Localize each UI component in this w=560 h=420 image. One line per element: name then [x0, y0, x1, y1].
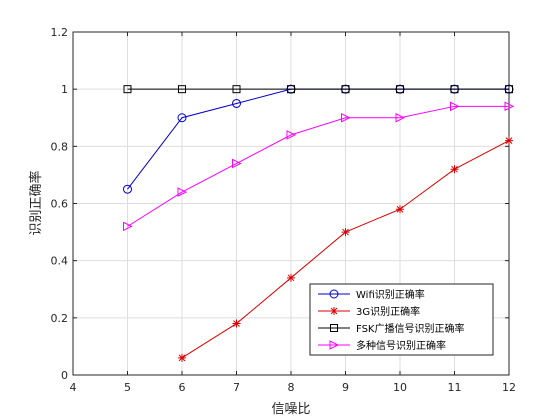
data-point [232, 319, 241, 328]
series-line [127, 88, 509, 190]
legend-label: 3G识别正确率 [356, 305, 420, 318]
data-point [341, 112, 351, 123]
data-point [177, 187, 188, 197]
data-point [232, 158, 242, 169]
data-point [396, 85, 404, 94]
data-point [505, 85, 513, 94]
x-axis-label: 信噪比 [271, 402, 310, 417]
data-point [177, 113, 187, 123]
legend-box [309, 283, 494, 356]
y-tick-label: 0.6 [51, 198, 69, 211]
data-point [396, 205, 404, 214]
data-point [450, 165, 459, 174]
y-tick-label: 0.2 [51, 312, 69, 325]
y-tick-label: 0 [61, 369, 68, 382]
x-tick-label: 5 [124, 381, 131, 394]
x-tick-label: 6 [179, 381, 186, 394]
x-tick-label: 11 [448, 381, 462, 394]
data-point [450, 101, 460, 112]
data-point [330, 307, 338, 315]
legend-item: 3G识别正确率 [318, 305, 420, 318]
legend-label: FSK广播信号识别正确率 [356, 322, 464, 335]
series-3 [123, 85, 513, 94]
data-point [232, 85, 241, 94]
y-tick-label: 0.8 [51, 140, 69, 153]
x-tick-label: 12 [502, 381, 516, 394]
series-layer [123, 84, 515, 362]
data-point [287, 85, 295, 94]
data-point [286, 130, 297, 140]
legend-label: Wifi识别正确率 [356, 288, 425, 301]
y-tick-label: 1 [61, 83, 68, 96]
data-point [504, 101, 515, 112]
data-point [178, 353, 186, 362]
data-point [329, 340, 340, 350]
axis-ticks: 4 5 6 7 8 9 10 11 12 0 0.2 0.4 0.6 0.8 1 1.2 [51, 26, 517, 394]
data-point [329, 289, 339, 299]
data-point [395, 112, 406, 123]
series-2 [178, 136, 513, 362]
legend-item: Wifi识别正确率 [318, 288, 425, 301]
y-axis-label: 识别正确率 [28, 170, 44, 235]
data-point [341, 228, 350, 237]
data-point [287, 273, 295, 282]
legend-item: 多种信号识别正确率 [318, 339, 446, 352]
data-point [232, 98, 241, 108]
data-point [330, 324, 338, 332]
x-tick-label: 8 [288, 381, 295, 394]
data-point [341, 85, 350, 94]
data-point [450, 85, 459, 94]
legend-label: 多种信号识别正确率 [356, 339, 446, 352]
data-point [123, 221, 133, 232]
y-tick-label: 0.4 [51, 255, 69, 268]
x-tick-label: 10 [393, 381, 407, 394]
x-tick-label: 7 [233, 381, 240, 394]
series-4 [123, 101, 515, 232]
series-line [127, 105, 509, 227]
x-tick-label: 9 [342, 381, 349, 394]
x-tick-label: 4 [70, 381, 77, 394]
data-point [178, 85, 186, 94]
legend-item: FSK广播信号识别正确率 [318, 322, 464, 335]
data-point [505, 136, 513, 145]
data-point [123, 85, 132, 94]
data-point [123, 184, 132, 194]
y-tick-label: 1.2 [51, 26, 69, 39]
